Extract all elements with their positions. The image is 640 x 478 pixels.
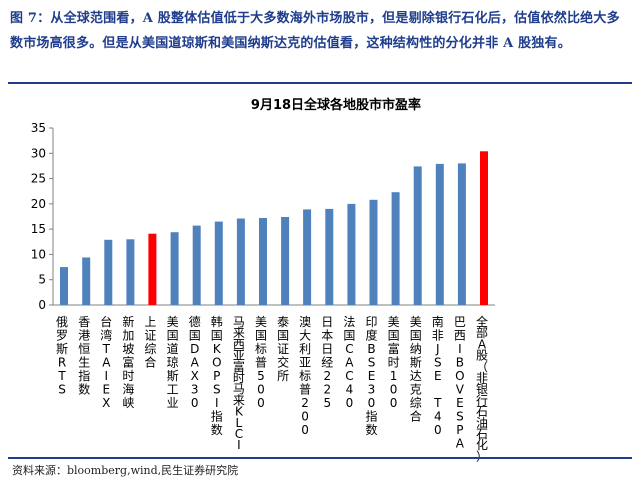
bar — [214, 221, 223, 305]
bar — [281, 217, 290, 305]
category-label: 马来西亚富时马来 K L C I — [233, 315, 245, 452]
category-label: 香港恒生指数 — [78, 315, 90, 397]
bar — [480, 151, 488, 305]
category-label: 新加坡富时海峡 — [122, 314, 134, 410]
bar — [303, 209, 312, 305]
bar — [435, 163, 444, 305]
bar — [170, 232, 179, 305]
bar — [325, 208, 334, 305]
y-tick-label: 35 — [31, 121, 46, 135]
category-label: 美国纳斯达克综合 — [410, 315, 422, 424]
bar — [259, 218, 267, 305]
category-label: 韩国 K O P S I 指数 — [211, 314, 223, 437]
category-label: 日本日经 2 2 5 — [321, 315, 333, 410]
category-label: 全部 A 股（非银行石油石化） — [476, 314, 488, 463]
category-label: 巴西 I B O V E S P A — [454, 315, 466, 451]
figure-caption: 图 7：从全球范围看，A 股整体估值低于大多数海外市场股市，但是剔除银行石化后，… — [10, 11, 620, 51]
category-label: 俄罗斯 R T S — [56, 315, 68, 397]
category-label: 美国富时 1 0 0 — [388, 315, 400, 410]
bar — [104, 239, 113, 305]
category-label: 美国标普 5 0 0 — [255, 315, 267, 410]
bar — [413, 166, 422, 305]
category-label: 上证综合 — [144, 315, 156, 370]
y-tick-label: 20 — [31, 197, 46, 211]
bar — [369, 199, 378, 305]
bars — [60, 151, 488, 305]
category-label: 印度 B S E 3 0 指数 — [365, 315, 377, 437]
category-label: 德国 D A X 3 0 — [189, 314, 201, 410]
y-tick-label: 5 — [38, 273, 46, 287]
category-label: 台湾 T A I E X — [100, 314, 112, 410]
y-tick-label: 25 — [31, 172, 46, 186]
bottom-rule — [8, 457, 632, 459]
bar — [347, 203, 356, 305]
y-tick-label: 15 — [31, 222, 46, 236]
bar — [148, 233, 157, 305]
category-label: 澳大利亚标普 2 0 0 — [299, 315, 311, 437]
category-label: 法国 C A C 4 0 — [343, 315, 355, 410]
source-note: 资料来源：bloomberg,wind,民生证券研究院 — [12, 464, 239, 477]
y-tick-label: 10 — [31, 247, 46, 261]
chart-title: 9月18日全球各地股市市盈率 — [251, 97, 421, 113]
category-label: 泰国证交所 — [277, 315, 289, 383]
bar — [457, 163, 466, 305]
bar — [391, 192, 400, 305]
bar — [126, 239, 135, 305]
y-tick-label: 30 — [31, 146, 46, 160]
bar — [192, 225, 201, 305]
bar — [60, 267, 68, 305]
bar — [82, 257, 91, 305]
y-tick-label: 0 — [38, 298, 46, 312]
top-rule — [8, 82, 632, 84]
category-label: 美国道琼斯工业 — [167, 315, 179, 410]
bar — [236, 218, 245, 305]
